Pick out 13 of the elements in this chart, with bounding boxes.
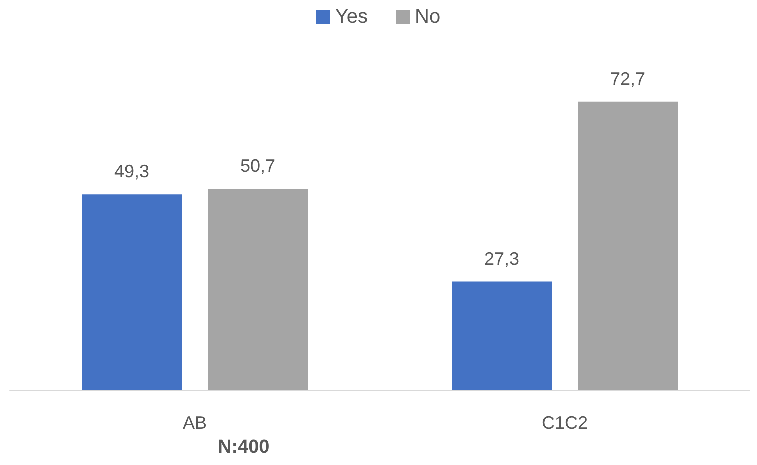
bar (452, 282, 552, 390)
bar (578, 102, 678, 390)
data-label: 50,7 (240, 156, 276, 176)
x-tick-label: C1C2 (542, 413, 588, 433)
legend-label: Yes (335, 6, 368, 28)
data-label: 49,3 (114, 162, 150, 182)
legend-label: No (415, 6, 441, 28)
x-tick-label: AB (182, 413, 208, 433)
bar (208, 189, 308, 390)
data-label: 72,7 (610, 68, 646, 89)
text: N:400 (218, 437, 270, 458)
bar (82, 194, 182, 390)
data-label: 27,3 (484, 248, 520, 269)
